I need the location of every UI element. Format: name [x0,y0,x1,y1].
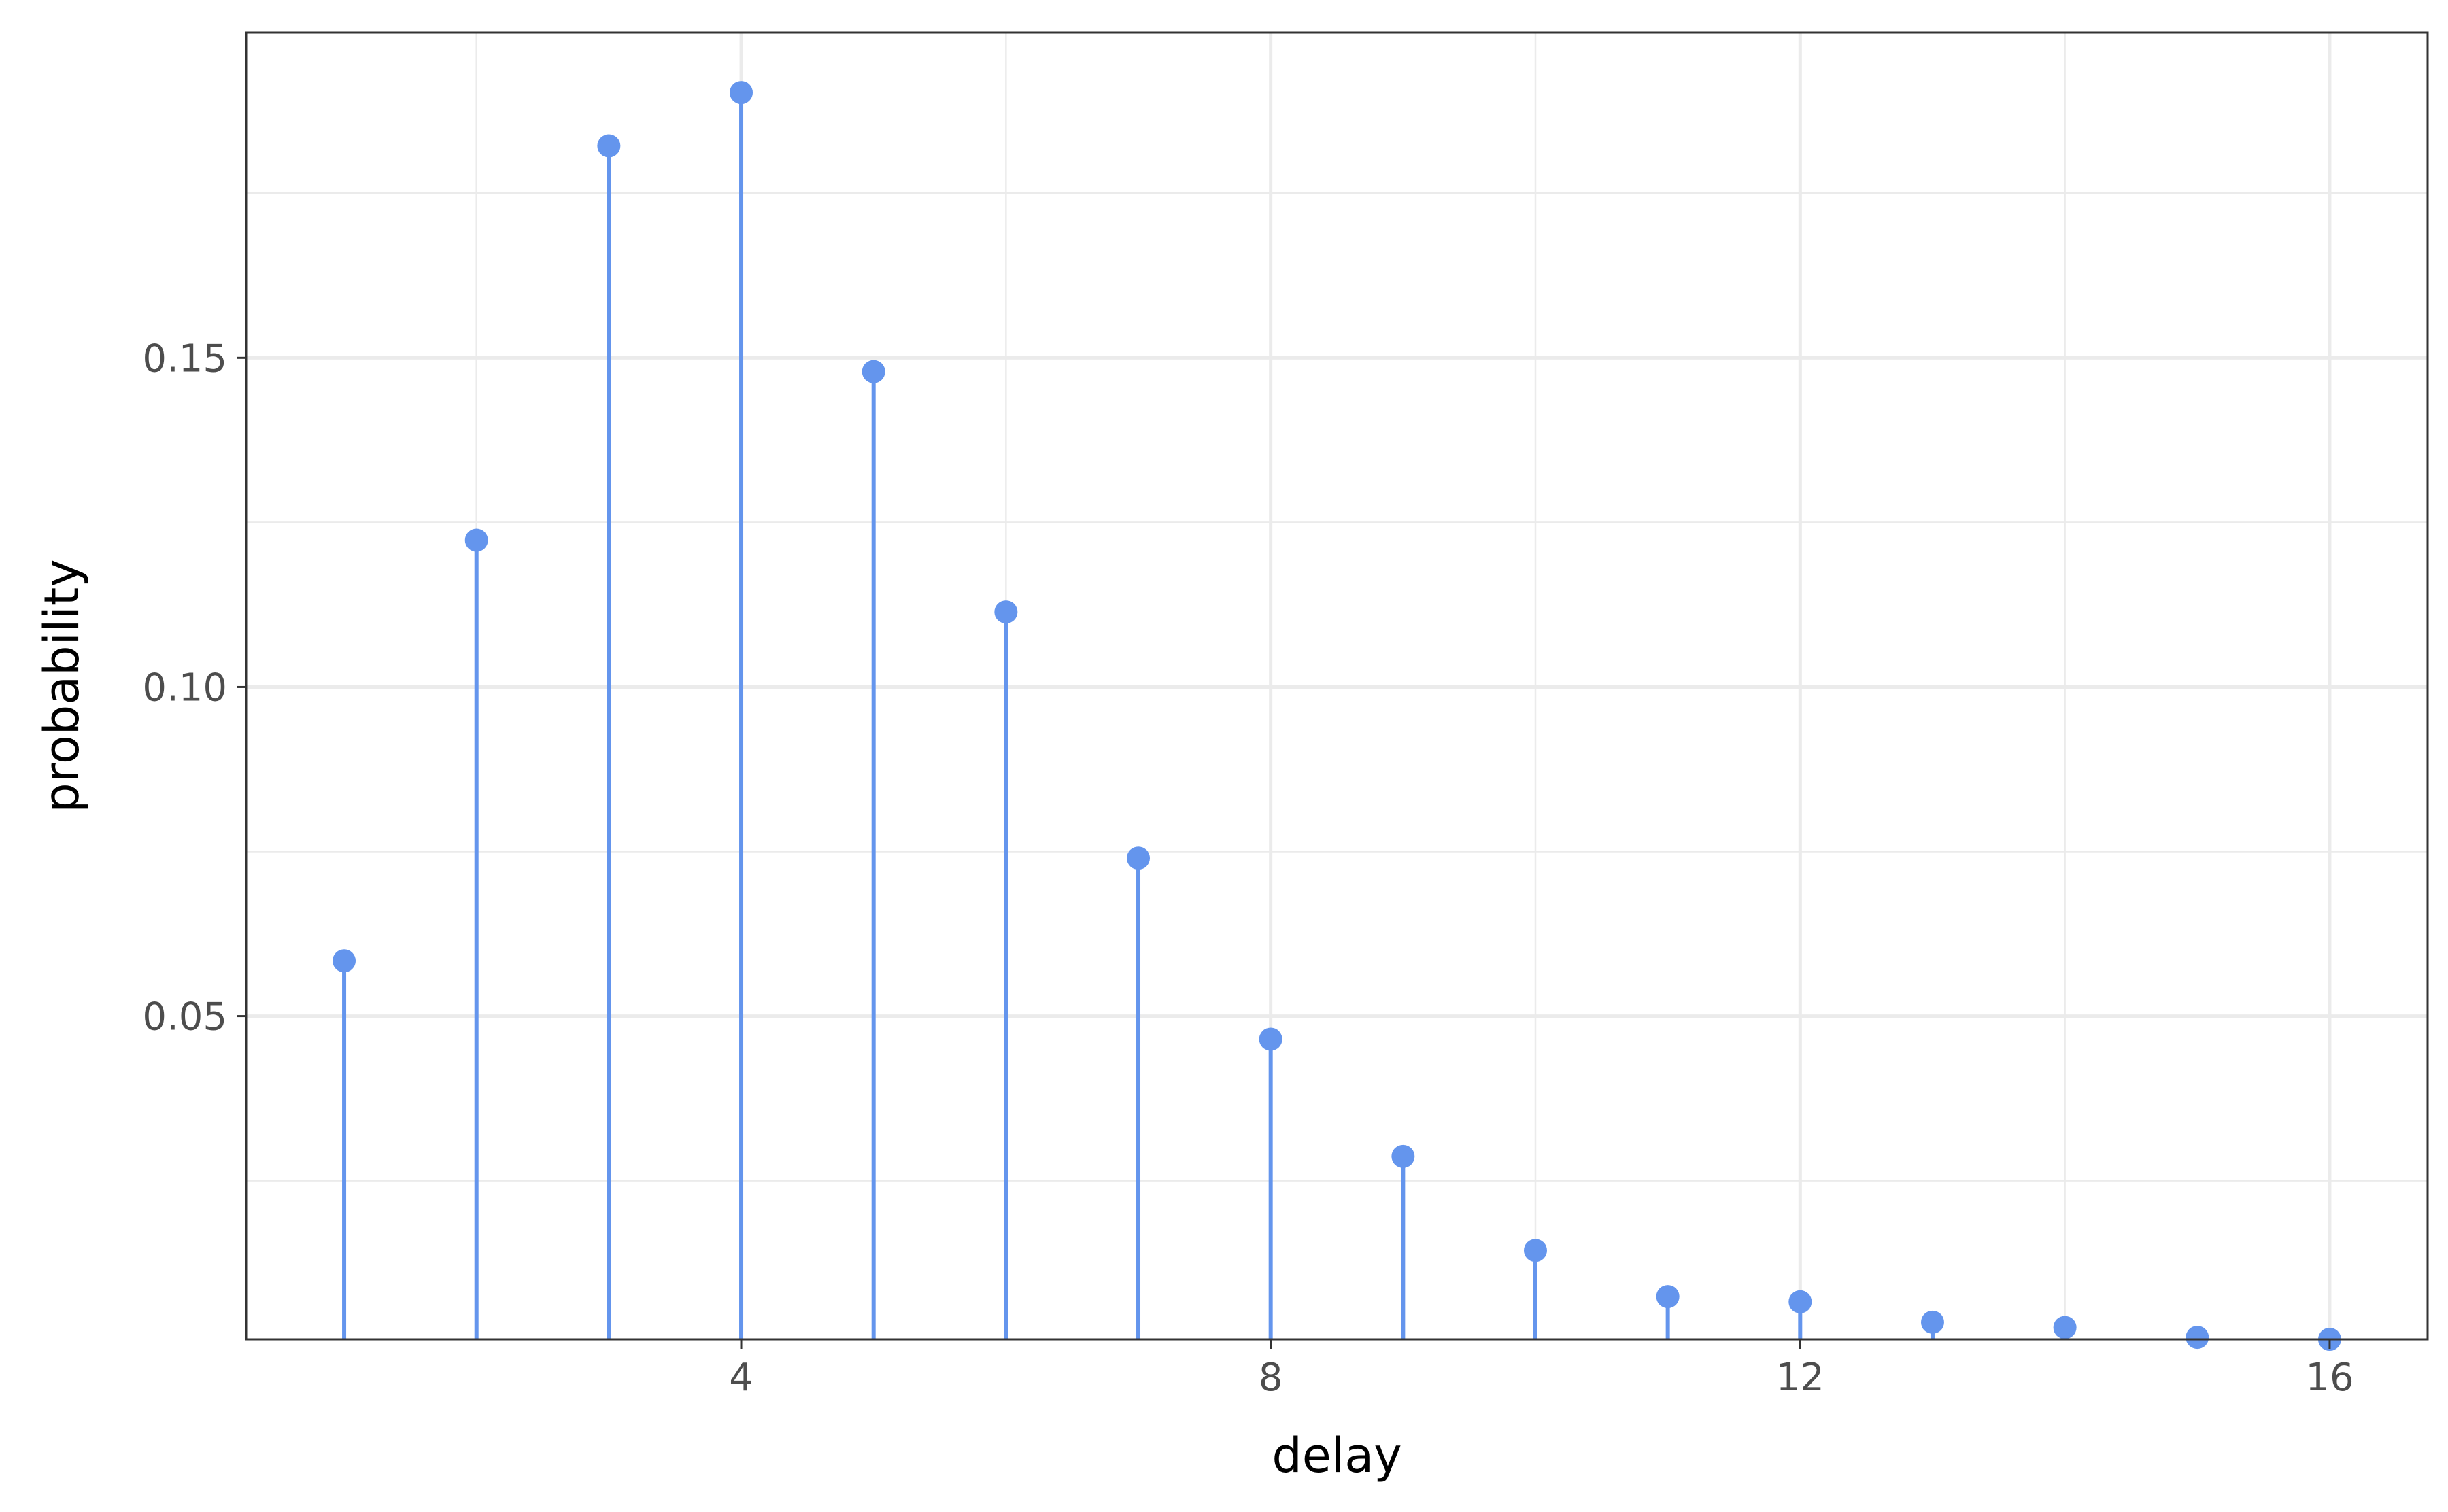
x-tick-label: 16 [2305,1356,2353,1400]
x-axis-ticks: 4 8 12 16 [729,1339,2354,1400]
lollipop-point [1656,1285,1680,1309]
y-axis-title: probability [34,559,90,812]
lollipop-point [1127,846,1151,870]
y-tick-label: 0.05 [142,995,227,1040]
lollipop-point [597,134,621,158]
lollipop-point [1259,1027,1282,1051]
y-axis-ticks: 0.05 0.10 0.15 [142,337,246,1040]
lollipop-point [862,360,885,383]
lollipop-point [730,81,753,105]
lollipop-point [2053,1316,2077,1339]
lollipop-point [333,949,356,973]
lollipop-point [464,528,488,552]
lollipop-point [1391,1144,1415,1168]
lollipop-point [1523,1239,1547,1262]
lollipop-point [994,600,1018,624]
x-tick-label: 12 [1776,1356,1824,1400]
x-tick-label: 4 [729,1356,753,1400]
lollipop-point [2186,1326,2209,1350]
lollipop-point [1788,1290,1812,1313]
x-tick-label: 8 [1259,1356,1283,1400]
lollipop-point [1920,1310,1944,1334]
y-tick-label: 0.15 [142,337,227,381]
x-axis-title: delay [1272,1428,1401,1483]
y-tick-label: 0.10 [142,666,227,710]
lollipop-stems [342,92,2200,1339]
